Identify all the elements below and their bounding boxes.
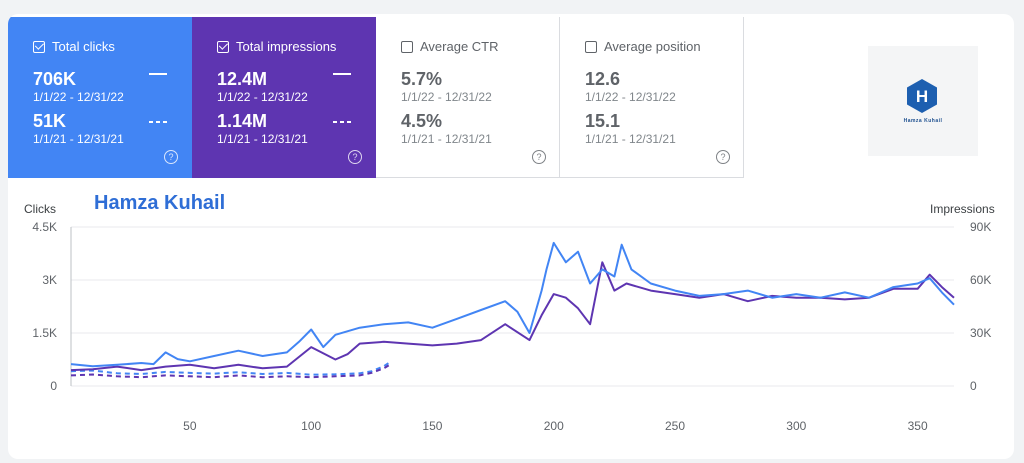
card-range-previous: 1/1/21 - 12/31/21 [33,132,124,146]
card-range-previous: 1/1/21 - 12/31/21 [401,132,492,146]
card-label: Average CTR [420,39,499,54]
checkbox-average-position[interactable]: Average position [585,39,743,54]
x-tick-label: 350 [908,419,928,433]
checkbox-total-clicks[interactable]: Total clicks [33,39,192,54]
impressions-solid-series-line [70,261,955,372]
watermark-text: Hamza Kuhail [94,192,226,214]
impressions-dashed-series-line [70,363,392,379]
left-tick-label: 3K [42,273,57,287]
card-range-current: 1/1/22 - 12/31/22 [585,90,676,104]
hexagon-logo-icon: H [907,79,937,113]
left-tick-label: 1.5K [32,326,57,340]
logo-text: Hamza Kuhail [903,118,943,124]
card-average-position[interactable]: Average position 12.6 1/1/22 - 12/31/22 … [560,17,744,178]
dashed-line-legend-icon [333,121,351,123]
card-range-previous: 1/1/21 - 12/31/21 [585,132,676,146]
card-label: Total impressions [236,39,337,54]
card-range-current: 1/1/22 - 12/31/22 [217,90,308,104]
card-value-previous: 1.14M [217,111,268,131]
clicks-dashed-series-line [70,360,392,376]
card-value-current: 5.7% [401,69,443,89]
x-tick-label: 100 [301,419,321,433]
card-value-current: 12.6 [585,69,621,89]
card-range-current: 1/1/22 - 12/31/22 [401,90,492,104]
checkbox-unchecked-icon[interactable] [401,40,413,53]
checkbox-checked-icon[interactable] [217,40,229,53]
right-axis-title: Impressions [930,202,995,216]
card-label: Average position [604,39,701,54]
card-range-previous: 1/1/21 - 12/31/21 [217,132,308,146]
card-value-previous: 4.5% [401,111,443,131]
card-total-impressions[interactable]: Total impressions 12.4M 1/1/22 - 12/31/2… [192,17,376,178]
checkbox-total-impressions[interactable]: Total impressions [217,39,376,54]
card-value-current: 706K [33,69,77,89]
card-total-clicks[interactable]: Total clicks 706K 1/1/22 - 12/31/22 51K … [8,17,192,178]
dashed-line-legend-icon [149,121,167,123]
left-tick-label: 0 [50,379,57,393]
right-tick-label: 0 [970,379,977,393]
x-tick-label: 300 [786,419,806,433]
x-tick-label: 150 [422,419,442,433]
right-tick-label: 60K [970,273,991,287]
metric-cards: Total clicks 706K 1/1/22 - 12/31/22 51K … [8,17,752,178]
help-icon[interactable]: ? [164,150,178,164]
card-range-current: 1/1/22 - 12/31/22 [33,90,124,104]
help-icon[interactable]: ? [348,150,362,164]
card-value-previous: 15.1 [585,111,621,131]
help-icon[interactable]: ? [532,150,546,164]
right-tick-label: 90K [970,220,991,234]
card-label: Total clicks [52,39,115,54]
checkbox-checked-icon[interactable] [33,40,45,53]
checkbox-average-ctr[interactable]: Average CTR [401,39,559,54]
card-average-ctr[interactable]: Average CTR 5.7% 1/1/22 - 12/31/22 4.5% … [376,17,560,178]
performance-panel: Total clicks 706K 1/1/22 - 12/31/22 51K … [8,14,1014,459]
help-icon[interactable]: ? [716,150,730,164]
card-value-current: 12.4M [217,69,268,89]
x-tick-label: 50 [183,419,197,433]
clicks-solid-series-line [70,241,955,368]
x-tick-label: 200 [544,419,564,433]
solid-line-legend-icon [149,73,167,75]
left-axis-title: Clicks [24,202,56,216]
checkbox-unchecked-icon[interactable] [585,40,597,53]
card-value-previous: 51K [33,111,67,131]
logo-glyph: H [916,87,928,106]
left-tick-label: 4.5K [32,220,57,234]
x-tick-label: 250 [665,419,685,433]
right-tick-label: 30K [970,326,991,340]
performance-chart[interactable]: 0 1.5K 3K 4.5K 0 30K 60K 90K 50 100 150 200 250 300 35… [8,214,1014,454]
brand-logo: H Hamza Kuhail [868,46,978,156]
solid-line-legend-icon [333,73,351,75]
